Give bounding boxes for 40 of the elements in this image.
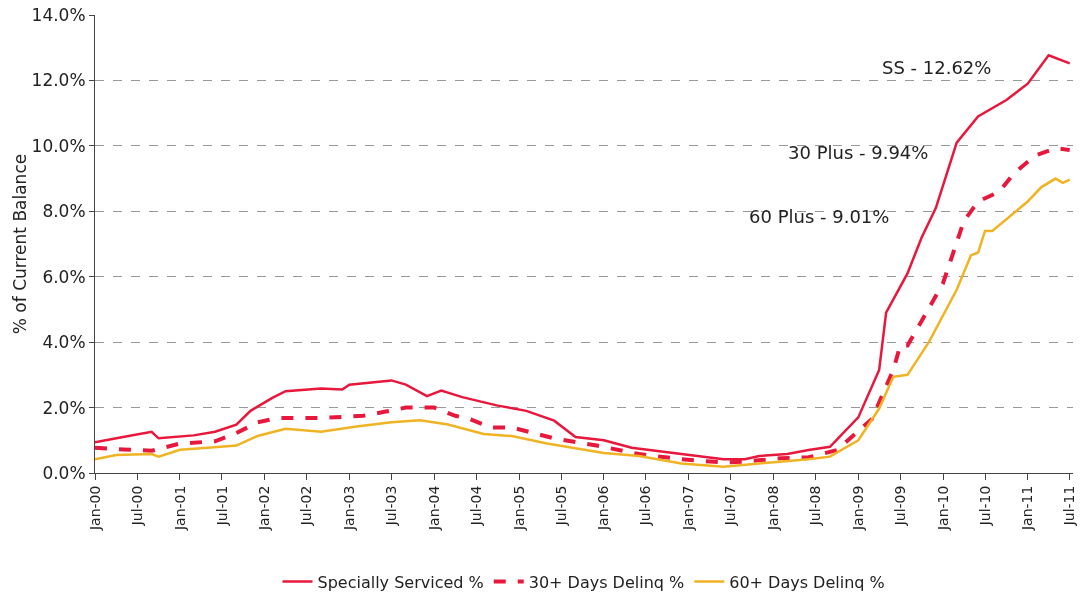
y-tick-label: 6.0% [42, 266, 86, 287]
x-tick-label: Jul-02 [298, 485, 315, 527]
legend-label: Specially Serviced % [317, 572, 484, 592]
y-tick-label: 14.0% [31, 4, 86, 25]
x-tick-label: Jan-04 [425, 485, 442, 532]
x-tick-label: Jul-00 [128, 485, 145, 527]
x-tick-label: Jul-07 [722, 485, 739, 527]
x-tick-label: Jan-01 [171, 485, 188, 532]
y-tick-label: 4.0% [42, 332, 86, 353]
x-tick-label: Jul-04 [467, 485, 484, 527]
x-tick-label: Jan-02 [256, 485, 273, 532]
x-tick-label: Jul-10 [976, 485, 993, 527]
x-tick-label: Jan-10 [934, 485, 951, 532]
x-tick-label: Jan-11 [1019, 485, 1036, 532]
x-tick-label: Jan-00 [86, 485, 103, 532]
x-tick-label: Jul-09 [891, 485, 908, 527]
y-tick-label: 12.0% [31, 70, 86, 91]
y-tick-label: 10.0% [31, 135, 86, 156]
y-tick-label: 0.0% [42, 462, 86, 483]
annotation: 60 Plus - 9.01% [749, 206, 890, 227]
x-tick-label: Jan-03 [340, 485, 357, 532]
y-axis-title: % of Current Balance [9, 153, 30, 335]
x-tick-label: Jan-07 [680, 485, 697, 532]
x-tick-label: Jan-05 [510, 485, 527, 532]
x-tick-label: Jan-09 [849, 485, 866, 532]
y-tick-label: 8.0% [42, 201, 86, 222]
legend-label: 60+ Days Delinq % [729, 572, 885, 592]
line-series [95, 53, 1071, 461]
x-tick-label: Jul-08 [807, 485, 824, 527]
x-tick-label: Jul-06 [637, 485, 654, 527]
legend-label: 30+ Days Delinq % [528, 572, 685, 592]
x-tick-label: Jul-01 [213, 485, 230, 527]
x-tick-label: Jul-11 [1061, 485, 1078, 527]
x-tick-label: Jan-08 [764, 485, 781, 532]
x-tick-label: Jul-03 [382, 485, 399, 527]
y-tick-label: 2.0% [42, 397, 86, 418]
annotation: 30 Plus - 9.94% [788, 142, 929, 163]
annotation: SS - 12.62% [882, 57, 992, 78]
x-tick-label: Jan-06 [595, 485, 612, 532]
x-tick-label: Jul-05 [552, 485, 569, 527]
